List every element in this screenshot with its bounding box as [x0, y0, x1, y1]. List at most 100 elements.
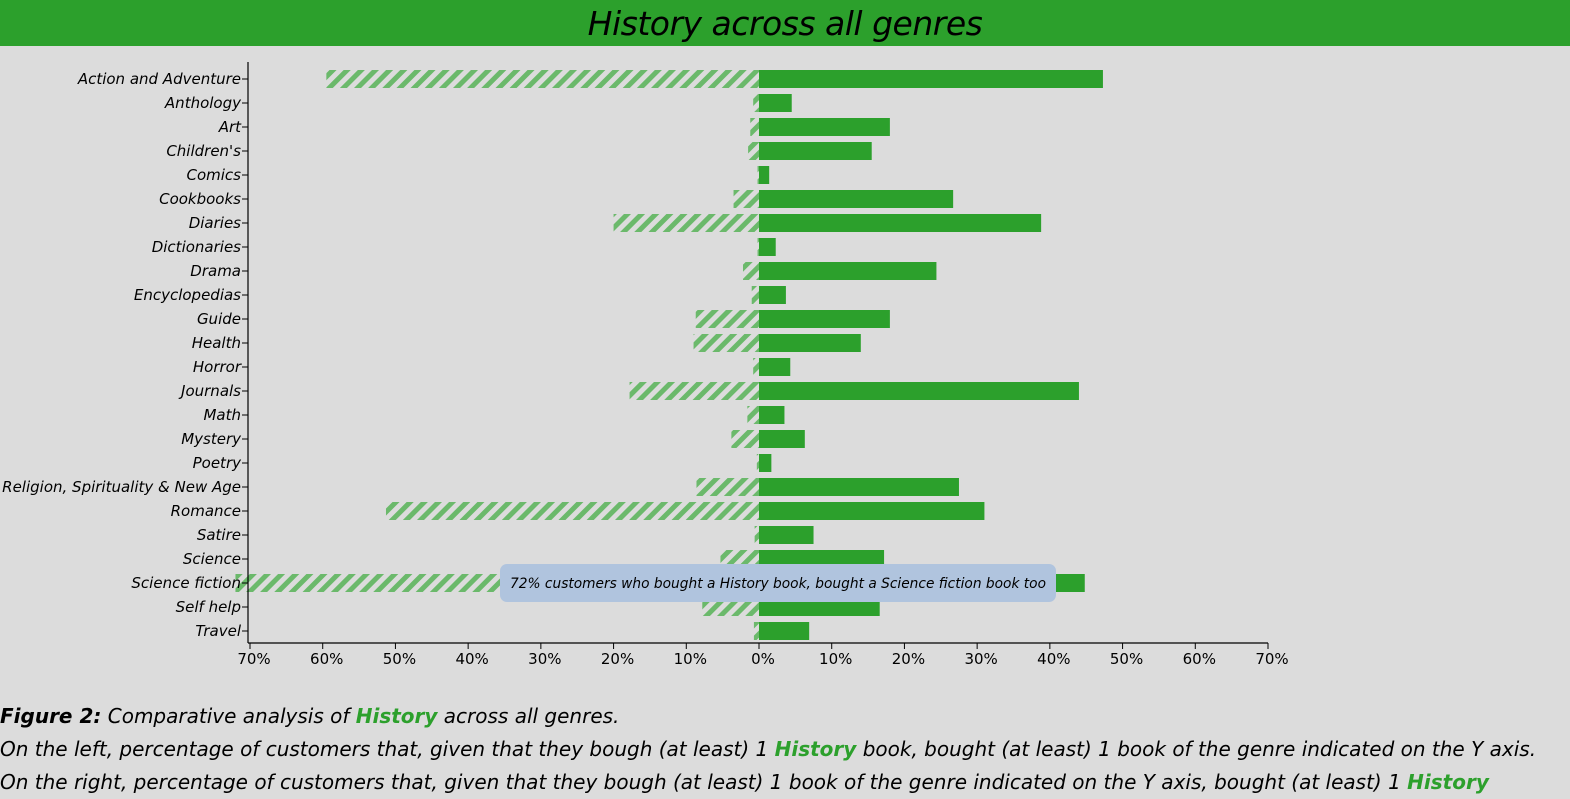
left-bar[interactable] [720, 550, 759, 568]
left-bar[interactable] [750, 118, 759, 136]
chart-title: History across all genres [587, 3, 983, 43]
right-bars [759, 70, 1103, 640]
figure-caption: Figure 2: Comparative analysis of Histor… [0, 700, 1570, 799]
left-bar[interactable] [747, 406, 759, 424]
left-bar[interactable] [754, 526, 759, 544]
x-tick-label: 70% [1255, 650, 1288, 668]
left-bar[interactable] [731, 430, 759, 448]
y-tick-label: Poetry [193, 454, 242, 472]
y-tick-label: Cookbooks [159, 190, 241, 208]
left-bar[interactable] [326, 70, 759, 88]
right-bar[interactable] [759, 262, 937, 280]
left-bar[interactable] [702, 598, 759, 616]
right-bar[interactable] [759, 454, 772, 472]
right-bar[interactable] [759, 190, 954, 208]
y-tick-label: Horror [193, 358, 242, 376]
right-bar[interactable] [759, 118, 890, 136]
left-bar[interactable] [757, 166, 759, 184]
caption-line1-post: across all genres. [443, 704, 620, 728]
right-bar[interactable] [759, 430, 805, 448]
y-tick-label: Action and Adventure [77, 70, 241, 88]
right-bar[interactable] [759, 166, 770, 184]
y-tick-label: Guide [197, 310, 241, 328]
right-bar[interactable] [759, 622, 810, 640]
caption-genre-1: History [355, 704, 438, 728]
caption-line-2: On the left, percentage of customers tha… [0, 733, 1570, 766]
right-bar[interactable] [759, 406, 785, 424]
y-tick-label: Religion, Spirituality & New Age [2, 478, 241, 496]
caption-line1-pre: Comparative analysis of [107, 704, 350, 728]
left-bar[interactable] [693, 334, 759, 352]
y-tick-label: Dictionaries [152, 238, 241, 256]
x-tick-label: 0% [751, 650, 775, 668]
y-tick-label: Anthology [164, 94, 242, 112]
y-tick-label: Self help [176, 598, 241, 616]
y-tick-label: Science fiction [131, 574, 241, 592]
left-bar[interactable] [753, 94, 759, 112]
right-bar[interactable] [759, 214, 1042, 232]
right-bar[interactable] [759, 550, 885, 568]
caption-line-3: On the right, percentage of customers th… [0, 766, 1570, 799]
left-bar[interactable] [743, 262, 759, 280]
x-tick-label: 30% [528, 650, 561, 668]
left-bar[interactable] [751, 286, 759, 304]
x-tick-label: 10% [819, 650, 852, 668]
y-tick-label: Children's [166, 142, 241, 160]
caption-line3-pre: On the right, percentage of customers th… [0, 770, 1401, 794]
y-tick-label: Encyclopedias [134, 286, 241, 304]
caption-line2-pre: On the left, percentage of customers tha… [0, 737, 769, 761]
left-bar[interactable] [613, 214, 759, 232]
left-bar[interactable] [748, 142, 759, 160]
caption-genre-2: History [774, 737, 857, 761]
y-tick-label: Science [183, 550, 241, 568]
x-tick-label: 40% [455, 650, 488, 668]
right-bar[interactable] [759, 142, 872, 160]
title-bar: History across all genres [0, 0, 1570, 46]
x-tick-label: 10% [674, 650, 707, 668]
right-bar[interactable] [759, 478, 959, 496]
tooltip-text: 72% customers who bought a History book,… [510, 576, 1046, 592]
right-bar[interactable] [759, 70, 1103, 88]
y-tick-label: Art [218, 118, 242, 136]
x-tick-label: 50% [383, 650, 416, 668]
right-bar[interactable] [759, 598, 880, 616]
y-tick-label: Health [192, 334, 241, 352]
right-bar[interactable] [759, 502, 985, 520]
x-tick-label: 20% [601, 650, 634, 668]
left-bar[interactable] [753, 622, 759, 640]
left-bar[interactable] [757, 238, 759, 256]
right-bar[interactable] [759, 382, 1079, 400]
right-bar[interactable] [759, 334, 861, 352]
y-tick-label: Diaries [189, 214, 241, 232]
x-tick-label: 60% [310, 650, 343, 668]
right-bar[interactable] [759, 238, 776, 256]
left-bars [235, 70, 759, 640]
right-bar[interactable] [759, 358, 791, 376]
left-bar[interactable] [696, 478, 759, 496]
tooltip: 72% customers who bought a History book,… [500, 564, 1056, 602]
caption-line-1: Figure 2: Comparative analysis of Histor… [0, 700, 1570, 733]
left-bar[interactable] [733, 190, 759, 208]
y-tick-label: Travel [195, 622, 241, 640]
caption-line2-post: book, bought (at least) 1 book of the ge… [862, 737, 1537, 761]
x-tick-label: 50% [1110, 650, 1143, 668]
y-tick-label: Satire [197, 526, 241, 544]
y-tick-label: Math [203, 406, 241, 424]
y-tick-label: Drama [190, 262, 241, 280]
y-tick-label: Comics [187, 166, 242, 184]
left-bar[interactable] [629, 382, 759, 400]
left-bar[interactable] [695, 310, 759, 328]
left-bar[interactable] [385, 502, 759, 520]
x-tick-label: 40% [1037, 650, 1070, 668]
x-tick-label: 30% [964, 650, 997, 668]
right-bar[interactable] [759, 286, 786, 304]
diverging-bar-chart: Action and Adventure Anthology Art Children… [2, 62, 1289, 668]
right-bar[interactable] [759, 526, 814, 544]
x-axis: 70% 60% 50% 40% 30% 20% 10% 0% 10% 20% 30% 40% 50% 60… [237, 642, 1289, 668]
caption-genre-3: History [1407, 770, 1489, 794]
x-tick-label: 20% [892, 650, 925, 668]
left-bar[interactable] [756, 454, 759, 472]
left-bar[interactable] [753, 358, 759, 376]
right-bar[interactable] [759, 94, 792, 112]
right-bar[interactable] [759, 310, 890, 328]
